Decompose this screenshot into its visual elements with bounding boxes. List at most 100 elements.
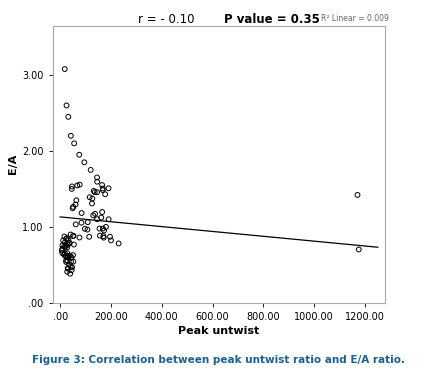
Point [71,242,78,248]
Point [68,255,75,261]
Point [96,232,103,238]
Point [64,254,71,260]
Point [86,194,93,200]
Point [72,221,79,227]
Point [69,264,76,270]
Point [61,234,68,239]
Point [64,250,71,256]
Point [84,219,91,225]
Point [99,186,106,192]
Point [63,103,70,108]
Point [71,140,78,146]
Point [60,244,67,250]
Point [94,175,101,180]
Point [63,236,70,242]
Point [64,269,71,275]
Point [64,244,71,250]
Point [99,187,106,193]
Point [100,233,107,239]
Point [68,255,75,261]
Point [90,213,97,218]
Point [99,182,106,188]
Point [76,152,83,158]
Point [92,211,99,217]
Point [63,243,70,249]
Point [89,196,96,201]
Point [61,250,68,256]
Point [59,250,66,256]
Point [73,197,80,203]
Point [96,225,103,231]
Point [62,253,69,259]
Point [62,244,69,249]
Point [68,267,75,273]
Point [64,258,71,264]
Point [90,188,97,194]
Point [94,179,101,184]
Point [67,133,74,139]
Point [98,215,105,221]
Point [101,228,108,234]
X-axis label: Peak untwist: Peak untwist [178,326,260,336]
Point [355,246,362,252]
Point [81,159,88,165]
Point [99,209,106,215]
Point [63,253,70,259]
Point [84,227,91,232]
Point [67,259,74,265]
Point [66,240,73,246]
Point [67,232,74,238]
Point [67,252,74,258]
Point [72,201,79,207]
Point [102,191,109,197]
Point [99,225,106,231]
Point [67,271,74,277]
Point [59,246,66,252]
Point [60,252,67,258]
Point [69,205,76,211]
Point [68,186,75,192]
Point [91,189,98,195]
Point [70,204,77,210]
Point [86,234,93,240]
Point [65,240,72,246]
Point [94,189,101,195]
Point [76,182,83,187]
Point [88,200,95,206]
Point [94,216,101,222]
Point [100,235,107,241]
Point [105,216,112,222]
Point [354,192,361,198]
Point [66,262,73,268]
Point [68,183,75,189]
Point [64,235,71,241]
Point [78,220,85,225]
Y-axis label: E/A: E/A [8,154,18,175]
Point [105,185,112,191]
Point [70,233,77,239]
Point [63,257,70,263]
Point [61,239,68,245]
Point [61,66,68,72]
Point [63,259,70,265]
Point [67,264,74,270]
Text: Figure 3: Correlation between peak untwist ratio and E/A ratio.: Figure 3: Correlation between peak untwi… [32,355,406,365]
Point [60,238,67,244]
Point [64,255,71,261]
Point [81,226,88,232]
Text: R² Linear = 0.009: R² Linear = 0.009 [321,14,389,23]
Point [65,237,72,243]
Point [102,224,110,230]
Point [64,266,71,272]
Point [106,234,113,240]
Text: r = - 0.10: r = - 0.10 [138,13,194,26]
Point [70,252,77,258]
Point [58,248,65,254]
Point [59,242,66,248]
Point [65,254,72,260]
Point [65,114,72,120]
Point [74,183,81,189]
Point [107,238,114,244]
Point [115,241,122,246]
Point [76,235,83,241]
